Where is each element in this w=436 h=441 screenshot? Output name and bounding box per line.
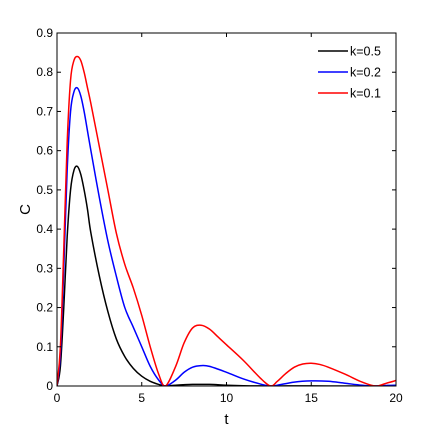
y-tick-label: 0.2	[36, 301, 53, 315]
y-tick-label: 0.7	[36, 104, 53, 118]
legend-label-3: k=0.1	[350, 87, 381, 101]
y-tick-label: 0.5	[36, 183, 53, 197]
x-tick-label: 20	[389, 391, 403, 405]
x-tick-label: 5	[138, 391, 145, 405]
legend: k=0.5 k=0.2 k=0.1	[318, 45, 381, 101]
y-tick-label: 0.6	[36, 144, 53, 158]
x-tick-label: 0	[54, 391, 61, 405]
series-line-2	[57, 86, 396, 386]
y-tick-label: 0.9	[36, 26, 53, 40]
x-axis-label: t	[224, 411, 229, 428]
legend-label-2: k=0.2	[350, 66, 381, 80]
plot-background	[57, 33, 396, 386]
y-axis-label: C	[17, 204, 34, 215]
y-tick-label: 0.8	[36, 65, 53, 79]
plot-area	[57, 33, 396, 386]
axes-layer: 0 5 10 15 20 0 0.1 0.2 0.3 0.4 0.5 0.6 0.7 0.8 0.9 t C	[17, 26, 403, 428]
y-tick-label: 0.4	[36, 222, 53, 236]
y-tick-label: 0.3	[36, 261, 53, 275]
y-tick-label: 0	[46, 379, 53, 393]
y-tick-label: 0.1	[36, 340, 53, 354]
x-tick-label: 15	[305, 391, 319, 405]
x-tick-label: 10	[220, 391, 234, 405]
legend-label-1: k=0.5	[350, 45, 381, 59]
series-line-3	[57, 55, 396, 386]
